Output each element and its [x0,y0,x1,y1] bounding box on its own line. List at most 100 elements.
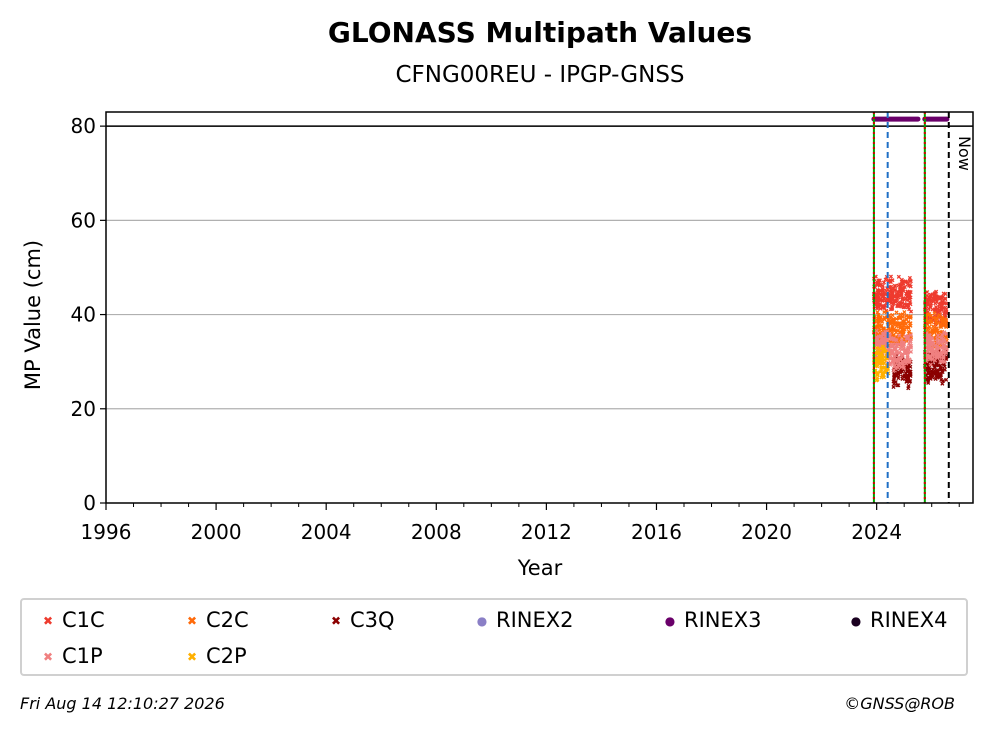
series-point-c2c [934,316,939,321]
y-tick-label: 0 [83,491,96,515]
legend-label: RINEX2 [496,608,574,632]
series-point-c1p [904,359,909,364]
x-tick-label: 2024 [851,520,902,544]
series-point-c1p [937,346,942,351]
series-point-c2c [925,325,930,330]
series-point-c2c [902,327,907,332]
series-point-c2p [880,346,885,351]
series-point-c1p [905,336,910,342]
series-point-c1p [891,368,897,373]
series-point-c3q [942,364,947,369]
series-point-c1c [880,283,885,288]
series-point-c2c [943,317,949,323]
series-point-c1c [892,294,897,299]
series-point-c1p [931,342,936,347]
series-point-c1p [889,337,894,342]
chart-title: GLONASS Multipath Values [328,16,752,49]
series-c2p [871,344,891,383]
legend-label: C3Q [350,608,395,632]
series-point-c1p [902,358,908,364]
series-point-c1p [876,342,882,348]
series-point-c3q [891,384,896,390]
series-point-c3q [896,383,901,388]
series-point-c2c [931,315,936,320]
series-point-c2c [934,329,939,334]
series-point-c1c [933,294,938,299]
series-point-c1p [930,335,935,340]
series-point-c1c [889,294,894,299]
legend-marker-icon: ✖ [186,614,198,628]
series-point-c3q [895,383,900,388]
series-point-c1p [941,354,946,359]
series-point-c1p [895,351,900,356]
series-point-c1p [935,336,940,341]
series-point-c2p [881,356,886,361]
series-point-c2p [874,376,879,381]
series-point-c2c [878,331,883,336]
series-point-c2c [879,318,884,323]
series-point-c3q [906,386,911,391]
series-point-c1c [892,283,897,288]
series-point-c1c [899,277,904,282]
series-point-c2p [881,372,886,377]
series-point-c1p [939,359,944,364]
legend-marker-icon: ● [664,614,676,628]
series-point-c1p [890,360,895,365]
legend-label: C2P [206,644,247,668]
series-point-c2p [879,365,884,371]
legend-marker-icon: ✖ [42,614,54,628]
series-point-c2c [937,313,942,318]
series-point-c2c [878,314,883,319]
series-point-c1c [875,287,880,293]
series-point-c1c [941,294,946,299]
legend-marker-icon: ✖ [42,650,54,664]
series-point-c1p [893,342,898,347]
series-point-c1c [900,300,905,306]
series-c1p [872,328,949,373]
series-point-c1c [876,280,881,285]
series-point-c1c [907,278,912,283]
series-point-c3q [935,370,940,375]
series-point-c2p [880,360,885,365]
series-point-c1p [899,365,904,370]
series-point-c3q [906,378,911,383]
series-point-c2c [901,323,906,328]
series-point-c2c [881,326,887,331]
series-point-c2c [932,311,937,316]
series-point-c1c [905,292,910,297]
series-point-c3q [931,367,936,372]
series-point-c1c [935,295,940,301]
series-point-c1p [892,353,897,358]
series-point-c1p [903,351,908,356]
y-axis-label: MP Value (cm) [21,240,45,390]
series-point-c1c [888,274,894,279]
series-point-c1c [888,284,894,289]
series-point-c2c [882,315,887,320]
series-point-c1p [939,339,944,344]
x-tick-label: 2000 [191,520,242,544]
series-point-c1c [896,274,901,279]
series-point-c1c [925,290,930,295]
series-point-c2c [902,309,907,315]
series-point-c1c [907,300,913,305]
series-point-c3q [900,374,905,379]
series-point-c1c [900,297,905,302]
series-point-c3q [933,376,938,381]
series-point-c1p [930,346,935,351]
series-point-c1c [890,302,895,307]
series-point-c1c [876,305,881,310]
legend-item-c1p: ✖ C1P [40,644,103,669]
legend-marker-icon: ✖ [330,614,342,628]
series-point-c2c [943,323,948,328]
series-point-c1c [906,303,911,308]
series-point-c1p [935,333,941,338]
series-point-c2c [890,324,895,329]
chart-subtitle: CFNG00REU - IPGP-GNSS [395,62,684,88]
series-point-c1c [877,278,882,283]
series-point-c2c [898,324,903,329]
series-point-c1c [925,302,930,307]
series-point-c1c [941,291,946,296]
series-point-c2p [875,358,880,364]
series-point-c3q [927,375,933,380]
series-point-c2c [876,321,881,326]
